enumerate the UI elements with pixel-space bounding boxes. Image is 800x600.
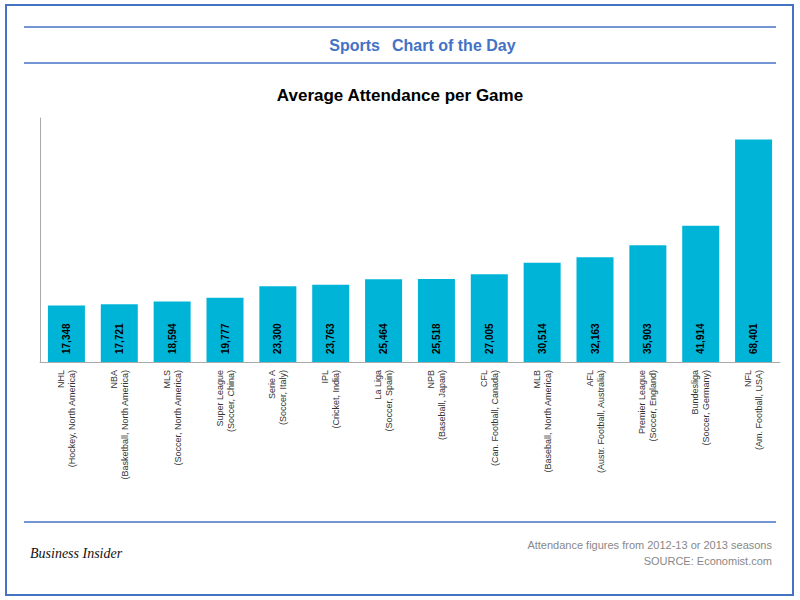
svg-text:CFL: CFL [479, 370, 489, 387]
svg-text:32,163: 32,163 [590, 323, 601, 354]
svg-text:IPL: IPL [320, 370, 330, 384]
svg-text:(Cricket, India): (Cricket, India) [331, 370, 341, 429]
svg-text:(Soccer, England): (Soccer, England) [648, 370, 658, 442]
svg-text:(Soccer, Spain): (Soccer, Spain) [384, 370, 394, 432]
svg-text:(Baseball, North America): (Baseball, North America) [543, 370, 553, 473]
svg-text:25,518: 25,518 [431, 323, 442, 354]
svg-text:AFL: AFL [585, 370, 595, 387]
svg-text:18,594: 18,594 [167, 323, 178, 354]
svg-text:35,903: 35,903 [642, 323, 653, 354]
svg-text:25,464: 25,464 [378, 323, 389, 354]
svg-text:La Liga: La Liga [373, 370, 383, 400]
svg-text:Super League: Super League [215, 370, 225, 427]
svg-text:17,348: 17,348 [61, 323, 72, 354]
svg-text:23,300: 23,300 [272, 323, 283, 354]
svg-text:17,721: 17,721 [114, 323, 125, 354]
svg-text:NHL: NHL [56, 370, 66, 388]
svg-text:NBA: NBA [109, 370, 119, 389]
svg-text:19,777: 19,777 [220, 323, 231, 354]
svg-text:(Baseball, Japan): (Baseball, Japan) [437, 370, 447, 440]
svg-text:23,763: 23,763 [325, 323, 336, 354]
svg-text:Attendance figures from 2012-1: Attendance figures from 2012-13 or 2013 … [527, 539, 772, 551]
svg-text:(Soccer, Germany): (Soccer, Germany) [701, 370, 711, 446]
svg-text:(Can. Football, Canada): (Can. Football, Canada) [490, 370, 500, 466]
svg-text:SOURCE: Economist.com: SOURCE: Economist.com [644, 555, 772, 567]
svg-text:68,401: 68,401 [748, 323, 759, 354]
svg-text:(Soccer, China): (Soccer, China) [226, 370, 236, 432]
svg-text:MLB: MLB [532, 370, 542, 389]
svg-text:Bundesliga: Bundesliga [690, 370, 700, 415]
svg-text:MLS: MLS [162, 370, 172, 389]
svg-text:Serie A: Serie A [267, 370, 277, 399]
svg-text:41,914: 41,914 [695, 323, 706, 354]
svg-text:(Austr. Football, Australia): (Austr. Football, Australia) [596, 370, 606, 473]
svg-text:NPB: NPB [426, 370, 436, 389]
svg-text:Sports: Sports [329, 37, 380, 54]
svg-text:30,514: 30,514 [537, 323, 548, 354]
svg-text:(Hockey, North America): (Hockey, North America) [67, 370, 77, 467]
svg-text:(Soccer, North America): (Soccer, North America) [173, 370, 183, 466]
svg-text:(Soccer, Italy): (Soccer, Italy) [278, 370, 288, 425]
svg-text:Premier League: Premier League [637, 370, 647, 434]
svg-text:27,005: 27,005 [484, 323, 495, 354]
svg-text:Business Insider: Business Insider [30, 546, 123, 561]
svg-text:NFL: NFL [743, 370, 753, 387]
svg-text:(Am. Football, USA): (Am. Football, USA) [754, 370, 764, 450]
svg-text:Chart of the Day: Chart of the Day [392, 37, 516, 54]
svg-text:(Basketball, North America): (Basketball, North America) [120, 370, 130, 480]
svg-text:Average Attendance per Game: Average Attendance per Game [277, 86, 523, 105]
